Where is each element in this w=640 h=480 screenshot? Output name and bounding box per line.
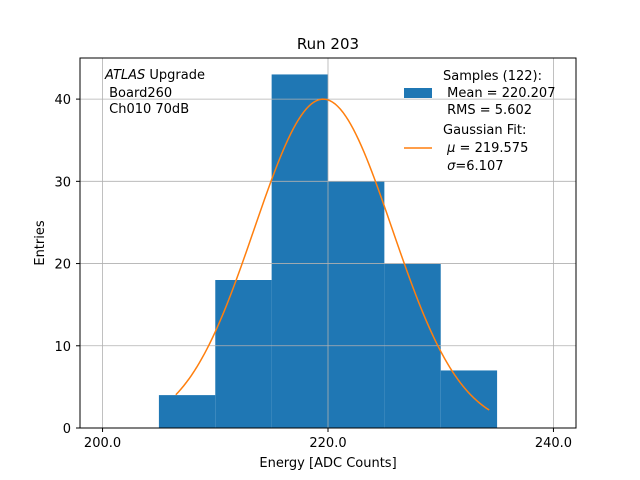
x-tick-label: 220.0 [309,436,346,451]
x-axis-label: Energy [ADC Counts] [259,456,396,471]
legend-fit-line-3: σ=6.107 [443,159,504,174]
annotation-line-3: Ch010 70dB [105,102,189,117]
y-axis-label: Entries [33,220,48,266]
y-axis-ticks: 0 10 20 30 40 [54,93,80,437]
x-tick-label: 240.0 [535,436,572,451]
y-tick-label: 20 [54,258,71,273]
histogram-bar [271,74,328,428]
legend-samples-line-1: Samples (122): [443,69,542,84]
legend-fit-line-1: Gaussian Fit: [443,123,526,138]
x-axis-ticks: 200.0 220.0 240.0 [84,428,572,451]
annotation-line-2: Board260 [105,86,172,101]
histogram-bar [440,370,498,428]
legend-fit-line-2: μ = 219.575 [443,141,528,156]
chart-title: Run 203 [297,35,359,53]
histogram-bar [215,280,272,428]
legend-samples-swatch [404,88,432,98]
x-tick-label: 200.0 [84,436,121,451]
atlas-annotation: ATLAS Upgrade Board260 Ch010 70dB [104,68,205,117]
legend-samples-line-2: Mean = 220.207 [443,86,555,101]
y-tick-label: 30 [54,175,71,190]
histogram-bar [158,395,216,428]
legend-samples-line-3: RMS = 5.602 [443,103,532,118]
y-tick-label: 40 [54,93,71,108]
annotation-line-1: ATLAS Upgrade [104,68,205,83]
legend: Samples (122): Mean = 220.207 RMS = 5.60… [404,69,555,174]
y-tick-label: 0 [63,422,71,437]
gaussian-fit-curve [175,98,490,411]
y-tick-label: 10 [54,340,71,355]
histogram-bar [328,181,385,428]
